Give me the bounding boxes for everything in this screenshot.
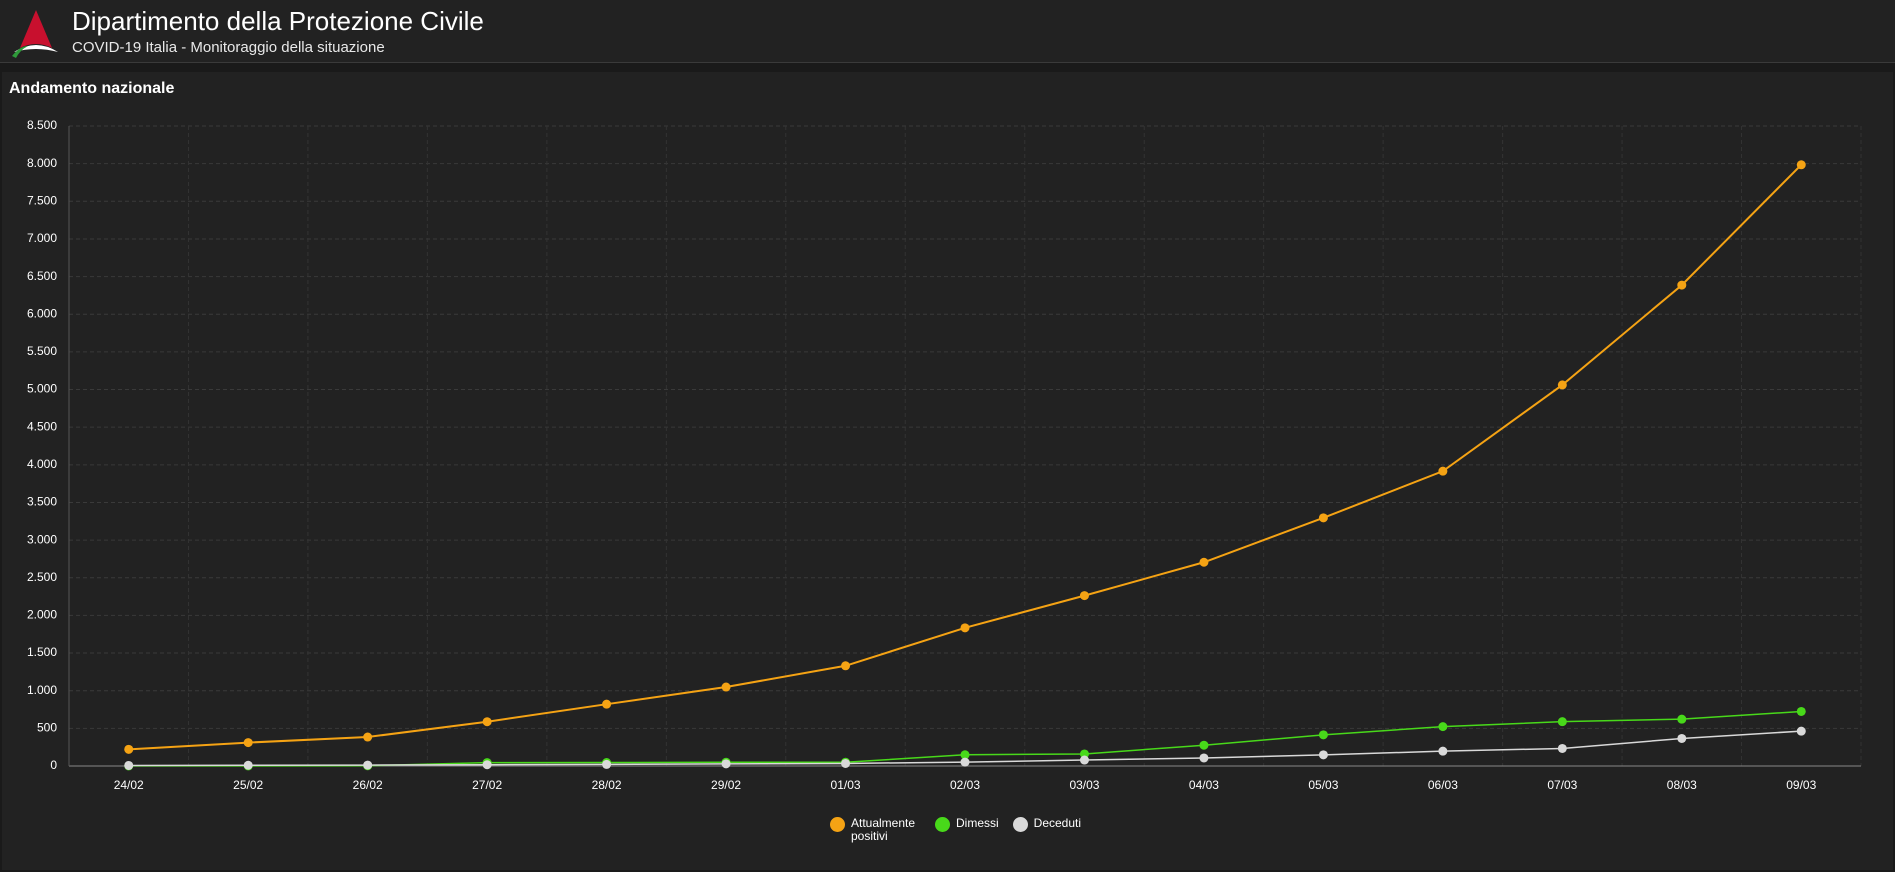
x-tick-label: 06/03 [1428, 778, 1458, 792]
x-tick-label: 29/02 [711, 778, 741, 792]
data-point [1318, 730, 1328, 740]
data-point [1677, 280, 1687, 290]
chart-title: Andamento nazionale [9, 80, 175, 97]
data-point [1199, 740, 1209, 750]
data-point [363, 732, 373, 742]
legend-swatch [830, 817, 845, 832]
x-tick-label: 27/02 [472, 778, 502, 792]
data-point [1557, 717, 1567, 727]
data-point [482, 760, 492, 770]
y-tick-label: 7.500 [27, 193, 57, 207]
y-tick-label: 0 [50, 758, 57, 772]
legend-item[interactable]: Attualmente positivi [830, 817, 921, 843]
x-tick-label: 03/03 [1069, 778, 1099, 792]
data-point [1438, 722, 1448, 732]
y-tick-label: 4.500 [27, 419, 57, 433]
y-tick-label: 3.000 [27, 532, 57, 546]
data-point [1677, 733, 1687, 743]
legend-label: Deceduti [1033, 816, 1082, 830]
y-tick-label: 8.500 [27, 118, 57, 132]
data-point [841, 758, 851, 768]
data-point [1199, 557, 1209, 567]
data-point [1079, 591, 1089, 601]
x-tick-label: 09/03 [1786, 778, 1816, 792]
y-tick-label: 1.000 [27, 683, 57, 697]
x-tick-label: 01/03 [831, 778, 861, 792]
y-tick-label: 3.500 [27, 495, 57, 509]
data-point [1318, 513, 1328, 523]
data-point [1079, 755, 1089, 765]
data-point [721, 682, 731, 692]
logo [12, 10, 58, 58]
x-tick-label: 05/03 [1308, 778, 1338, 792]
data-point [363, 760, 373, 770]
legend-item[interactable]: Dimessi [935, 817, 999, 843]
legend-label: Attualmente positivi [851, 816, 916, 843]
series-line [128, 164, 1802, 751]
y-tick-label: 1.500 [27, 645, 57, 659]
chart: 0 500 1.000 1.500 2.000 2.500 3.000 3.500 4.000 4… [27, 118, 1862, 792]
data-point [602, 759, 612, 769]
y-tick-label: 8.000 [27, 156, 57, 170]
x-tick-label: 08/03 [1667, 778, 1697, 792]
x-tick-label: 04/03 [1189, 778, 1219, 792]
data-point [124, 760, 134, 770]
y-tick-label: 2.000 [27, 608, 57, 622]
legend-label: Dimessi [956, 816, 999, 830]
data-point [1677, 714, 1687, 724]
y-tick-label: 6.000 [27, 306, 57, 320]
data-point [1318, 750, 1328, 760]
data-point [1557, 380, 1567, 390]
header-subtitle: COVID-19 Italia - Monitoraggio della sit… [72, 39, 385, 56]
x-tick-label: 26/02 [353, 778, 383, 792]
x-tick-label: 24/02 [114, 778, 144, 792]
header-title: Dipartimento della Protezione Civile [72, 6, 484, 36]
legend-item[interactable]: Deceduti [1012, 816, 1082, 843]
data-point [960, 750, 970, 760]
y-tick-label: 2.500 [27, 570, 57, 584]
y-tick-label: 5.500 [27, 344, 57, 358]
x-tick-label: 02/03 [950, 778, 980, 792]
data-point [602, 699, 612, 709]
y-tick-label: 4.000 [27, 457, 57, 471]
y-tick-label: 6.500 [27, 269, 57, 283]
data-point [1557, 743, 1567, 753]
legend-swatch [1012, 817, 1028, 832]
data-point [1796, 160, 1806, 170]
chart-panel: Andamento nazionale 0 500 1.000 1.500 2.000 2… [2, 72, 1893, 870]
data-point [1438, 466, 1448, 476]
data-point [960, 757, 970, 767]
y-tick-label: 7.000 [27, 231, 57, 245]
x-tick-label: 07/03 [1547, 778, 1577, 792]
data-point [243, 738, 253, 748]
data-point [1438, 746, 1448, 756]
data-point [482, 717, 492, 727]
header: Dipartimento della Protezione Civile COV… [0, 0, 1895, 63]
data-point [1796, 726, 1806, 736]
data-point [1199, 753, 1209, 763]
legend-swatch [935, 817, 950, 832]
x-tick-label: 25/02 [233, 778, 263, 792]
data-point [721, 759, 731, 769]
data-point [243, 760, 253, 770]
data-point [1796, 706, 1806, 716]
legend: Attualmente positivi Dimessi Deceduti [830, 817, 1081, 843]
y-tick-label: 500 [37, 721, 57, 735]
data-point [841, 661, 851, 671]
data-point [960, 623, 970, 633]
y-tick-label: 5.000 [27, 382, 57, 396]
x-tick-label: 28/02 [592, 778, 622, 792]
data-point [124, 744, 134, 754]
